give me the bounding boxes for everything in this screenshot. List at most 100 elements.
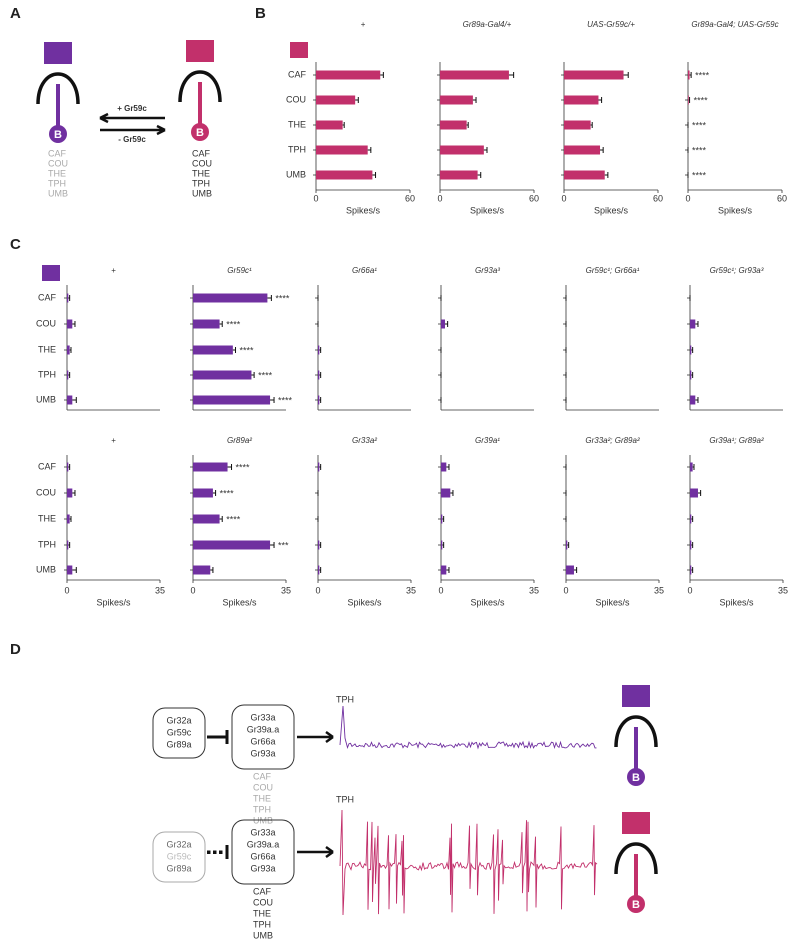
error-bar bbox=[69, 516, 72, 522]
panel-label: D bbox=[10, 641, 21, 658]
x-axis-label: Spikes/s bbox=[470, 205, 505, 215]
x-axis-label: Spikes/s bbox=[347, 597, 382, 607]
gene: Gr93a bbox=[250, 863, 275, 873]
gene: Gr93a bbox=[250, 748, 275, 758]
tastant: THE bbox=[48, 168, 66, 178]
category-label: COU bbox=[36, 487, 56, 497]
error-bar bbox=[355, 97, 359, 103]
x-tick-label: 0 bbox=[561, 193, 566, 203]
bar bbox=[690, 540, 692, 550]
bar bbox=[193, 293, 268, 303]
bar bbox=[690, 565, 692, 575]
significance: **** bbox=[240, 345, 255, 355]
neuron-label: B bbox=[54, 129, 62, 141]
x-tick-label: 60 bbox=[529, 193, 539, 203]
bar bbox=[441, 462, 447, 472]
inhibition bbox=[207, 730, 229, 744]
gene: Gr66a bbox=[250, 736, 275, 746]
bar bbox=[440, 120, 467, 130]
x-tick-label: 60 bbox=[777, 193, 787, 203]
bar bbox=[441, 488, 451, 498]
bar bbox=[193, 462, 228, 472]
neuron-label: B bbox=[632, 899, 640, 911]
bar bbox=[316, 120, 343, 130]
error-bar bbox=[212, 490, 217, 496]
inhibition-dot bbox=[207, 850, 211, 854]
arrow bbox=[297, 730, 334, 744]
bar bbox=[688, 70, 690, 80]
category-label: TPH bbox=[288, 144, 306, 154]
x-tick-label: 35 bbox=[281, 585, 291, 595]
error-bar bbox=[604, 172, 609, 178]
error-bar bbox=[267, 295, 272, 301]
panel-title: UAS-Gr59c/+ bbox=[587, 20, 635, 29]
error-bar bbox=[68, 464, 71, 470]
bar bbox=[690, 319, 696, 329]
gene: Gr59c bbox=[167, 851, 192, 861]
gene: Gr89a bbox=[166, 739, 191, 749]
gene: Gr39a.a bbox=[247, 839, 280, 849]
bar bbox=[193, 370, 252, 380]
bar bbox=[440, 70, 509, 80]
bar bbox=[690, 370, 692, 380]
tastant: TPH bbox=[48, 178, 66, 188]
error-bar bbox=[600, 147, 604, 153]
x-axis-label: Spikes/s bbox=[719, 597, 754, 607]
error-bar bbox=[623, 72, 629, 78]
category-label: THE bbox=[288, 119, 306, 129]
bar bbox=[193, 395, 271, 405]
arrow bbox=[297, 845, 334, 859]
bar bbox=[318, 565, 320, 575]
error-bar bbox=[691, 347, 694, 353]
bar bbox=[67, 319, 73, 329]
x-tick-label: 35 bbox=[406, 585, 416, 595]
bar bbox=[67, 540, 69, 550]
category-label: UMB bbox=[286, 169, 306, 179]
bar bbox=[318, 345, 320, 355]
bar bbox=[690, 488, 698, 498]
error-bar bbox=[446, 567, 450, 573]
trace bbox=[339, 705, 597, 750]
bar bbox=[318, 395, 320, 405]
significance: **** bbox=[694, 95, 709, 105]
x-tick-label: 35 bbox=[529, 585, 539, 595]
neuron-label: B bbox=[632, 772, 640, 784]
bar bbox=[440, 95, 473, 105]
bar bbox=[67, 293, 69, 303]
category-label: UMB bbox=[36, 564, 56, 574]
bar bbox=[67, 488, 73, 498]
significance: **** bbox=[258, 370, 273, 380]
tastant: COU bbox=[192, 158, 212, 168]
error-bar bbox=[477, 172, 482, 178]
panel-title: + bbox=[111, 266, 116, 275]
error-bar bbox=[319, 567, 322, 573]
bar bbox=[67, 514, 70, 524]
x-tick-label: 35 bbox=[155, 585, 165, 595]
error-bar bbox=[72, 567, 77, 573]
category-label: CAF bbox=[38, 292, 57, 302]
tastant: CAF bbox=[253, 771, 272, 781]
error-bar bbox=[695, 397, 699, 403]
significance: **** bbox=[226, 514, 241, 524]
significance: **** bbox=[692, 120, 707, 130]
tastant: COU bbox=[253, 782, 273, 792]
inhibition-dot bbox=[219, 850, 223, 854]
panel-label: B bbox=[255, 5, 266, 22]
receptor-square bbox=[622, 812, 650, 834]
panel-title: Gr89a² bbox=[227, 436, 252, 445]
error-bar bbox=[72, 490, 76, 496]
bar bbox=[688, 95, 689, 105]
gene: Gr39a.a bbox=[247, 724, 280, 734]
error-bar bbox=[695, 321, 699, 327]
bar bbox=[564, 120, 591, 130]
category-label: THE bbox=[38, 513, 56, 523]
gene: Gr89a bbox=[166, 863, 191, 873]
x-tick-label: 0 bbox=[437, 193, 442, 203]
error-bar bbox=[219, 516, 223, 522]
x-tick-label: 0 bbox=[315, 585, 320, 595]
bar bbox=[193, 345, 233, 355]
error-bar bbox=[692, 464, 695, 470]
bar bbox=[564, 170, 605, 180]
category-label: CAF bbox=[288, 69, 307, 79]
panel-title: Gr66a¹ bbox=[352, 266, 377, 275]
